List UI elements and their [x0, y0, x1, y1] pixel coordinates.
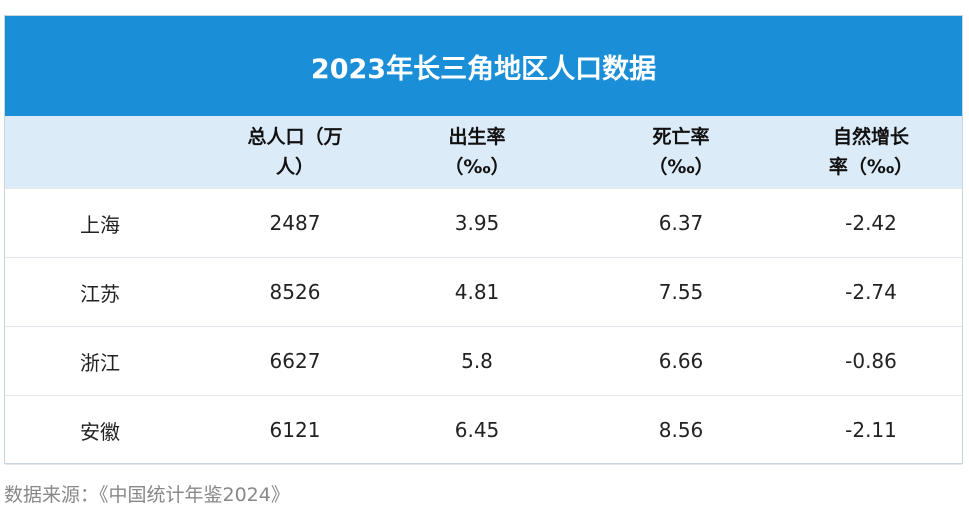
data-row: 浙江 6627 5.8 6.66 -0.86 — [5, 327, 962, 396]
cell: 6.45 — [454, 418, 500, 442]
cell: -2.42 — [845, 211, 897, 235]
row-label: 江苏 — [80, 281, 120, 306]
cell: 6.66 — [658, 349, 704, 373]
cell: -2.74 — [845, 280, 897, 304]
cell: 8.56 — [658, 418, 704, 442]
column-header: 死亡率（‰） — [648, 126, 714, 178]
cell: 6627 — [269, 349, 321, 373]
cell: 3.95 — [454, 211, 500, 235]
row-label: 上海 — [80, 212, 120, 237]
cell: 6121 — [269, 418, 321, 442]
table-title: 2023年长三角地区人口数据 — [5, 16, 962, 116]
cell: 7.55 — [658, 280, 704, 304]
source-note: 数据来源：《中国统计年鉴2024》 — [4, 484, 290, 506]
cell: -2.11 — [845, 418, 897, 442]
table: 2023年长三角地区人口数据 总人口（万人） 出生率（‰） 死亡率（‰） 自然增长率（… — [4, 15, 963, 465]
column-header: 出生率（‰） — [444, 126, 510, 178]
cell: 2487 — [269, 211, 321, 235]
row-label: 安徽 — [80, 419, 120, 444]
data-row: 上海 2487 3.95 6.37 -2.42 — [5, 189, 962, 258]
row-label: 浙江 — [80, 350, 120, 375]
column-header: 总人口（万人） — [247, 126, 343, 178]
column-header: 自然增长率（‰） — [828, 126, 914, 178]
cell: 8526 — [269, 280, 321, 304]
data-row: 江苏 8526 4.81 7.55 -2.74 — [5, 258, 962, 327]
cell: 6.37 — [658, 211, 704, 235]
cell: 5.8 — [461, 349, 493, 373]
cell: 4.81 — [454, 280, 500, 304]
cell: -0.86 — [845, 349, 897, 373]
header-row: 总人口（万人） 出生率（‰） 死亡率（‰） 自然增长率（‰） — [5, 116, 962, 189]
data-row: 安徽 6121 6.45 8.56 -2.11 — [5, 396, 962, 465]
